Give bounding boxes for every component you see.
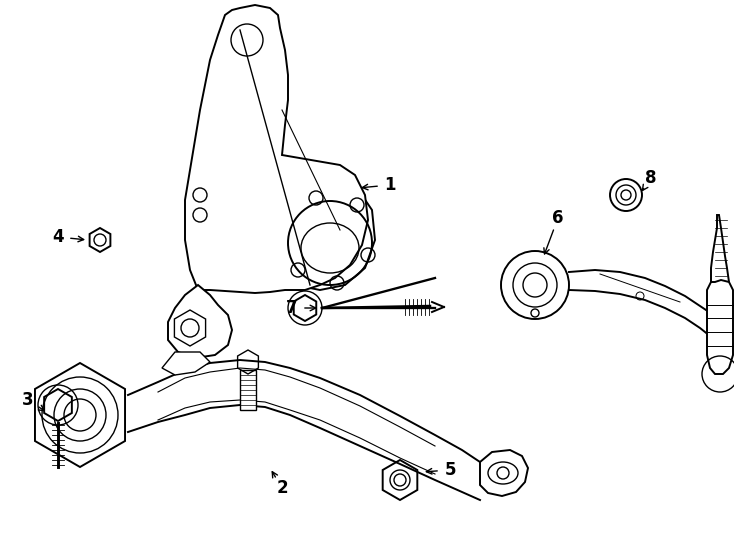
Polygon shape bbox=[240, 370, 256, 410]
Polygon shape bbox=[480, 450, 528, 496]
Text: 5: 5 bbox=[444, 461, 456, 479]
Polygon shape bbox=[185, 5, 368, 293]
Text: 8: 8 bbox=[645, 169, 657, 187]
Polygon shape bbox=[168, 285, 232, 358]
Polygon shape bbox=[288, 185, 375, 290]
Text: 6: 6 bbox=[552, 209, 564, 227]
Circle shape bbox=[610, 179, 642, 211]
Text: 3: 3 bbox=[22, 391, 34, 409]
Text: 7: 7 bbox=[286, 299, 298, 317]
Polygon shape bbox=[162, 352, 210, 375]
Polygon shape bbox=[707, 280, 733, 374]
Text: 2: 2 bbox=[276, 479, 288, 497]
Text: 4: 4 bbox=[52, 228, 64, 246]
Circle shape bbox=[501, 251, 569, 319]
Text: 1: 1 bbox=[385, 176, 396, 194]
